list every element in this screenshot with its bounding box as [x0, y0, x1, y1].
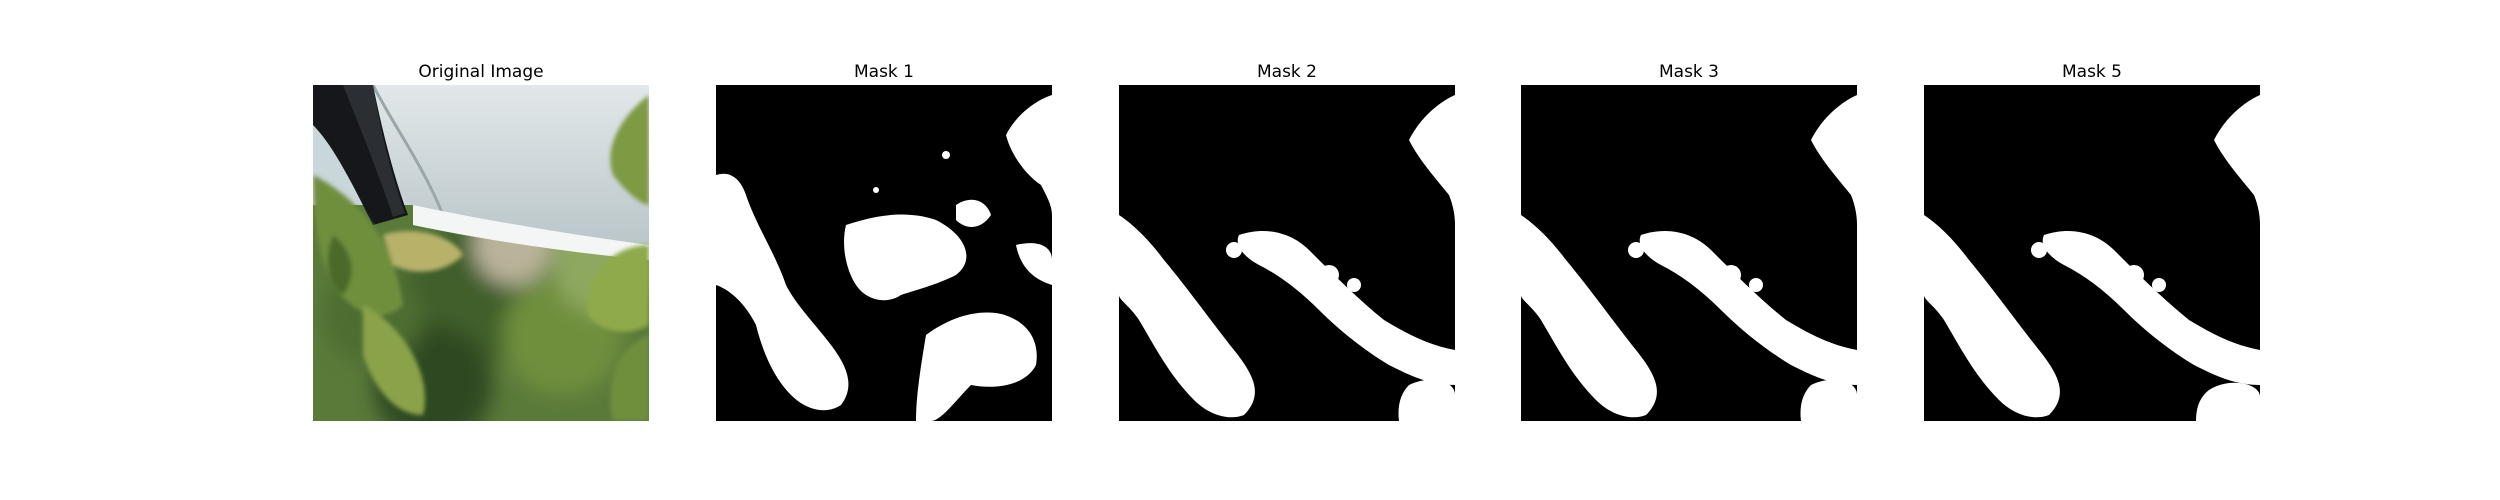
mask-1-image	[716, 85, 1052, 421]
mask-3-image	[1521, 85, 1857, 421]
original-image	[313, 85, 649, 421]
panel-title: Original Image	[418, 62, 544, 82]
mask-2-image	[1119, 85, 1455, 421]
mask-5-image	[1924, 85, 2260, 421]
panel-title: Mask 5	[2061, 62, 2122, 82]
panel-title: Mask 1	[853, 62, 914, 82]
panel-title: Mask 2	[1256, 62, 1317, 82]
panel-title: Mask 3	[1658, 62, 1719, 82]
